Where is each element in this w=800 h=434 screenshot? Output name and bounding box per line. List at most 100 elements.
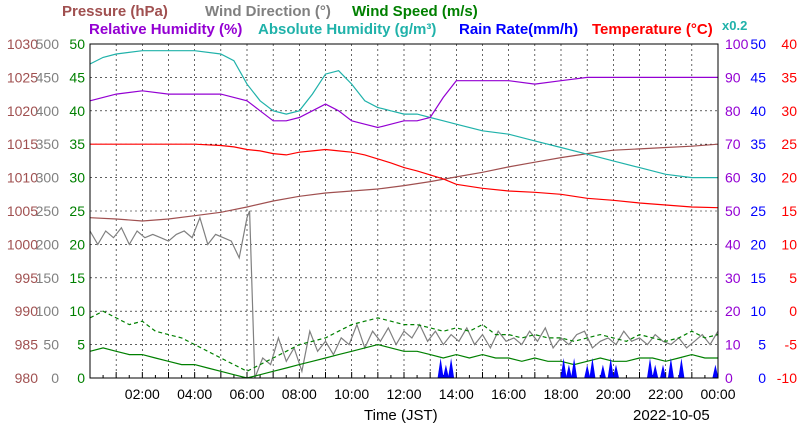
x-tick-label: 04:00 [177, 386, 212, 402]
date-label: 2022-10-05 [633, 407, 710, 424]
pressure-tick-label: 1005 [7, 203, 38, 219]
x-tick-label: 02:00 [125, 386, 160, 402]
rain-rate-tick-label: 50 [750, 36, 766, 52]
wind-direction-tick-label: 150 [36, 270, 60, 286]
wind-speed-tick-label: 5 [77, 337, 85, 353]
x-tick-label: 14:00 [439, 386, 474, 402]
wind-direction-tick-label: 100 [36, 303, 60, 319]
temperature-tick-label: -10 [777, 370, 797, 386]
wind-speed-tick-label: 25 [69, 203, 85, 219]
relative-humidity-tick-label: 30 [725, 270, 741, 286]
pressure-tick-label: 1030 [7, 36, 38, 52]
temperature-tick-label: 15 [781, 203, 797, 219]
x-axis: 02:00 04:00 06:00 08:00 10:00 12:00 14:00 16:00… [89, 372, 736, 402]
pressure-tick-label: 1025 [7, 69, 38, 85]
rain-spike [712, 364, 719, 378]
wind-speed-tick-label: 35 [69, 136, 85, 152]
temperature-tick-label: 35 [781, 69, 797, 85]
wind-speed-tick-label: 30 [69, 170, 85, 186]
relative-humidity-tick-label: 50 [725, 203, 741, 219]
rain-rate-tick-label: 15 [750, 270, 766, 286]
rain-rate-tick-label: 20 [750, 236, 766, 252]
wind-speed-tick-label: 10 [69, 303, 85, 319]
rain-spike [565, 364, 572, 378]
pressure-tick-label: 1010 [7, 170, 38, 186]
x-tick-label: 12:00 [386, 386, 421, 402]
wind-direction-title: Wind Direction (°) [205, 3, 331, 20]
wind-direction-tick-label: 50 [43, 337, 59, 353]
x-tick-label: 22:00 [648, 386, 683, 402]
rain-spike [599, 364, 606, 378]
relative-humidity-tick-label: 0 [725, 370, 733, 386]
pressure-tick-label: 1015 [7, 136, 38, 152]
wind-direction-tick-label: 500 [36, 36, 60, 52]
wind-direction-tick-label: 450 [36, 69, 60, 85]
temperature-title: Temperature (°C) [592, 21, 713, 38]
rain-rate-tick-label: 35 [750, 136, 766, 152]
rain-rate-tick-label: 25 [750, 203, 766, 219]
rain-spike [448, 358, 455, 378]
relative-humidity-tick-label: 100 [725, 36, 749, 52]
pressure-tick-label: 980 [15, 370, 39, 386]
right-axes: 1009080706050403020100504540353025201510… [725, 36, 797, 386]
temperature-tick-label: 20 [781, 170, 797, 186]
rain-spike [571, 358, 578, 378]
pressure-tick-label: 1020 [7, 103, 38, 119]
rain-spike [584, 364, 591, 378]
rain-spike [667, 358, 674, 378]
rain-spike [607, 358, 614, 378]
rain-spike [647, 358, 653, 378]
wind-speed-tick-label: 45 [69, 69, 85, 85]
rain-spike [560, 358, 567, 378]
series-relative-humidity [89, 76, 718, 129]
rain-rate-tick-label: 30 [750, 170, 766, 186]
rain-rate-tick-label: 0 [758, 370, 766, 386]
grid [90, 44, 718, 378]
rain-spike [652, 364, 659, 378]
left-axes: 1030102510201015101010051000995990985980… [7, 36, 85, 386]
relative-humidity-title: Relative Humidity (%) [89, 21, 242, 38]
wind-speed-tick-label: 50 [69, 36, 85, 52]
rain-rate-tick-label: 10 [750, 303, 766, 319]
wind-speed-tick-label: 40 [69, 103, 85, 119]
relative-humidity-tick-label: 10 [725, 337, 741, 353]
x-tick-label: 20:00 [596, 386, 631, 402]
x-tick-label: 00:00 [700, 386, 735, 402]
rain-spike [589, 358, 596, 378]
wind-direction-tick-label: 300 [36, 170, 60, 186]
rain-rate-tick-label: 40 [750, 103, 766, 119]
rain-spike [437, 358, 444, 378]
pressure-title: Pressure (hPa) [62, 3, 168, 20]
wind-speed-tick-label: 20 [69, 236, 85, 252]
rain-rate-tick-label: 45 [750, 69, 766, 85]
wind-direction-tick-label: 350 [36, 136, 60, 152]
rain-rate-tick-label: 5 [758, 337, 766, 353]
rain-layer [437, 358, 719, 378]
temperature-tick-label: -5 [785, 337, 798, 353]
wind-speed-title: Wind Speed (m/s) [352, 3, 478, 20]
x-axis-label: Time (JST) [364, 407, 438, 424]
wind-direction-tick-label: 400 [36, 103, 60, 119]
pressure-tick-label: 985 [15, 337, 39, 353]
pressure-tick-label: 995 [15, 270, 39, 286]
rain-multiplier-label: x0.2 [722, 18, 747, 33]
relative-humidity-tick-label: 60 [725, 170, 741, 186]
pressure-tick-label: 990 [15, 303, 39, 319]
x-tick-label: 10:00 [334, 386, 369, 402]
temperature-tick-label: 5 [789, 270, 797, 286]
x-tick-label: 08:00 [282, 386, 317, 402]
temperature-tick-label: 30 [781, 103, 797, 119]
series-absolute-humidity-g-m [89, 50, 718, 179]
series-pressure-hpa [89, 143, 719, 222]
wind-speed-tick-label: 15 [69, 270, 85, 286]
relative-humidity-tick-label: 40 [725, 236, 741, 252]
relative-humidity-tick-label: 90 [725, 69, 741, 85]
wind-direction-tick-label: 250 [36, 203, 60, 219]
plot-frame [89, 43, 719, 379]
temperature-tick-label: 25 [781, 136, 797, 152]
series-wind-gust-m-s [89, 310, 719, 372]
wind-direction-tick-label: 0 [51, 370, 59, 386]
temperature-tick-label: 10 [781, 236, 797, 252]
relative-humidity-tick-label: 20 [725, 303, 741, 319]
